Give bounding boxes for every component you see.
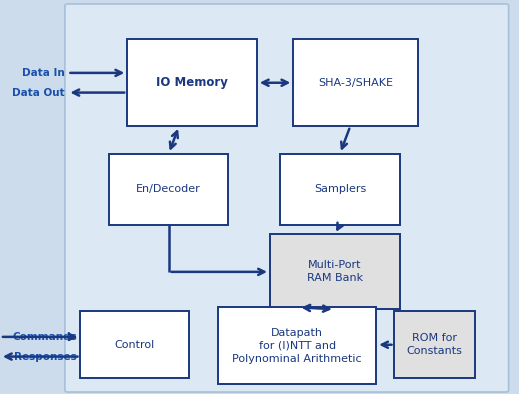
Text: Data Out: Data Out: [12, 87, 65, 98]
FancyBboxPatch shape: [394, 311, 475, 378]
FancyBboxPatch shape: [109, 154, 228, 225]
Text: SHA-3/SHAKE: SHA-3/SHAKE: [318, 78, 393, 88]
Text: Datapath
for (I)NTT and
Polynominal Arithmetic: Datapath for (I)NTT and Polynominal Arit…: [233, 327, 362, 364]
FancyBboxPatch shape: [218, 307, 376, 384]
FancyBboxPatch shape: [127, 39, 257, 126]
Text: Responses: Responses: [14, 351, 77, 362]
Text: IO Memory: IO Memory: [156, 76, 228, 89]
FancyBboxPatch shape: [293, 39, 418, 126]
Text: Control: Control: [115, 340, 155, 350]
Text: ROM for
Constants: ROM for Constants: [407, 333, 462, 356]
Text: Data In: Data In: [22, 68, 65, 78]
FancyBboxPatch shape: [270, 234, 400, 309]
Text: Samplers: Samplers: [314, 184, 366, 194]
Text: Commands: Commands: [12, 332, 77, 342]
Text: En/Decoder: En/Decoder: [136, 184, 201, 194]
Text: Multi-Port
RAM Bank: Multi-Port RAM Bank: [307, 260, 363, 283]
FancyBboxPatch shape: [80, 311, 189, 378]
FancyBboxPatch shape: [280, 154, 400, 225]
FancyBboxPatch shape: [65, 4, 509, 392]
